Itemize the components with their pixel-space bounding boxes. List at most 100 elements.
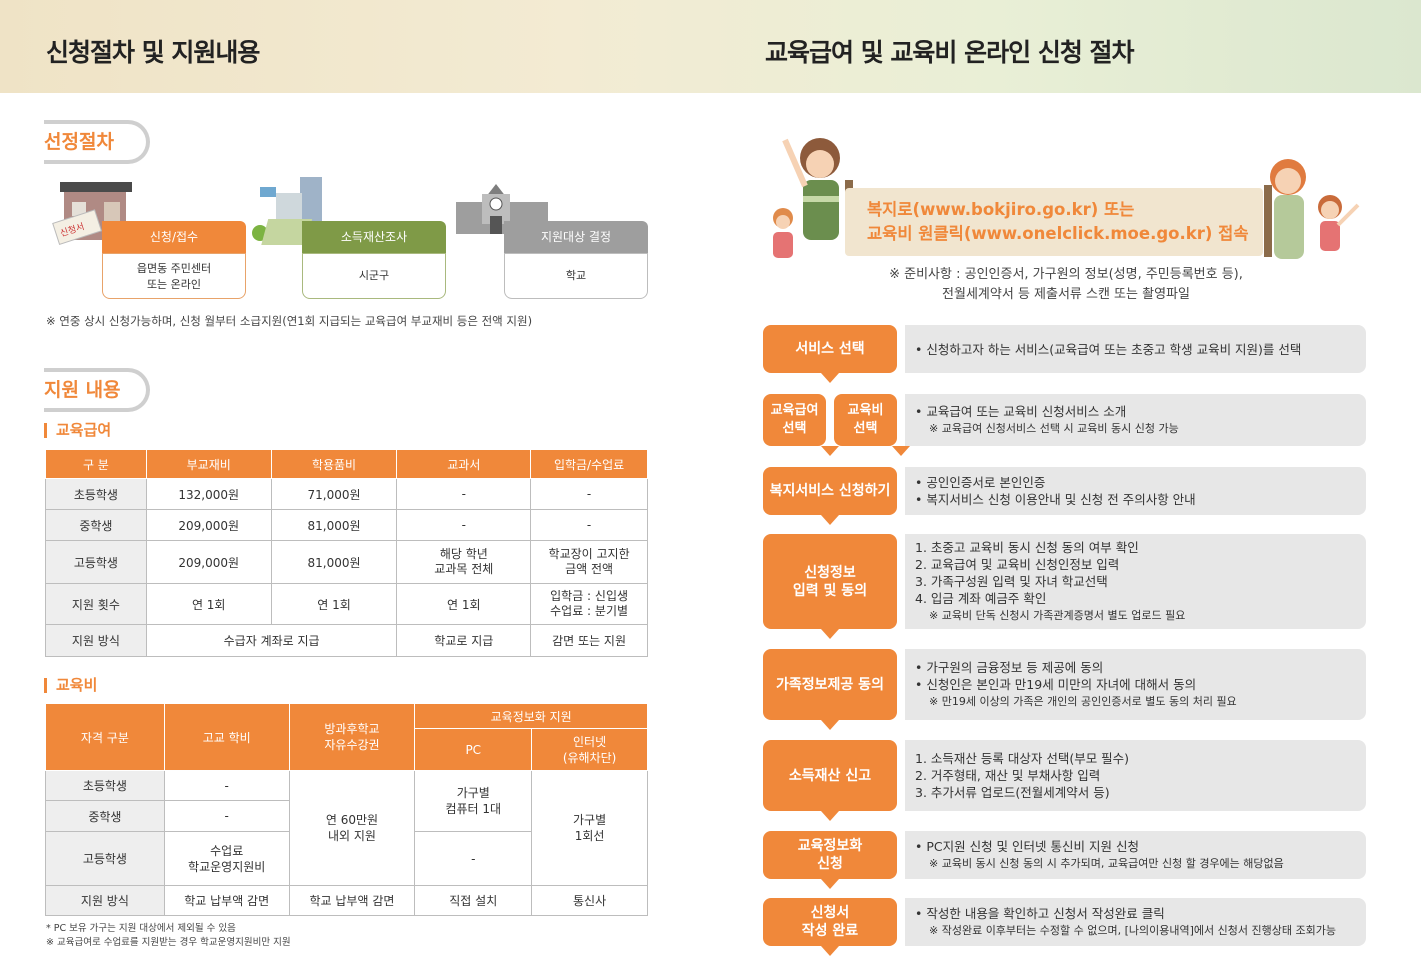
step-service-select: 서비스 선택 bbox=[763, 325, 897, 383]
banner-line1[interactable]: 복지로(www.bokjiro.go.kr) 또는 bbox=[867, 200, 1135, 219]
row-header: 지원 횟수 bbox=[45, 583, 147, 625]
footnote-tuition: ※ 교육급여로 수업료를 지원받는 경우 학교운영지원비만 지원 bbox=[46, 937, 291, 948]
footnote-pc: * PC 보유 가구는 지원 대상에서 제외될 수 있음 bbox=[46, 923, 236, 934]
desc-line: • 작성한 내용을 확인하고 신청서 작성완료 클릭 bbox=[915, 906, 1165, 921]
step-desc-select: • 교육급여 또는 교육비 신청서비스 소개 ※ 교육급여 신청서비스 선택 시… bbox=[905, 394, 1366, 446]
step-info-support-apply: 교육정보화 신청 bbox=[763, 831, 897, 889]
section-support-content: 지원 내용 bbox=[44, 368, 150, 412]
process-decision-text: 학교 bbox=[565, 269, 587, 282]
table-row: 초등학생 132,000원 71,000원 - - bbox=[45, 478, 648, 510]
step-desc-info-input: 1. 초중고 교육비 동시 신청 동의 여부 확인 2. 교육급여 및 교육비 … bbox=[905, 534, 1366, 629]
row-header: 지원 방식 bbox=[45, 624, 147, 657]
cell: 연 1회 bbox=[145, 583, 272, 625]
cell: 81,000원 bbox=[270, 509, 398, 541]
step-desc-service-select: • 신청하고자 하는 서비스(교육급여 또는 초중고 학생 교육비 지원)를 선… bbox=[905, 325, 1366, 373]
right-page-title: 교육급여 및 교육비 온라인 신청 절차 bbox=[765, 38, 1135, 67]
step-income-report: 소득재산 신고 bbox=[763, 740, 897, 821]
table-row: 고등학생 수업료 학교운영지원비 - bbox=[45, 831, 648, 886]
desc-line: 2. 거주형태, 재산 및 부채사항 입력 bbox=[915, 768, 1101, 783]
desc-line: 3. 가족구성원 입력 및 자녀 학교선택 bbox=[915, 574, 1108, 589]
cell: - bbox=[414, 831, 533, 886]
row-header: 중학생 bbox=[45, 509, 147, 541]
section-selection-process: 선정절차 bbox=[44, 120, 150, 164]
col-header: 인터넷 (유해차단) bbox=[531, 728, 648, 771]
desc-note: ※ 교육급여 신청서비스 선택 시 교육비 동시 신청 가능 bbox=[929, 422, 1179, 435]
prep-line2: 전월세계약서 등 제출서류 스캔 또는 촬영파일 bbox=[942, 287, 1190, 302]
desc-line: 2. 교육급여 및 교육비 신청인정보 입력 bbox=[915, 557, 1120, 572]
cell: 가구별 컴퓨터 1대 bbox=[414, 770, 533, 832]
desc-line: • 공인인증서로 본인인증 bbox=[915, 475, 1046, 490]
subheading-edu-benefit: 교육급여 bbox=[44, 423, 111, 438]
cell: 209,000원 bbox=[145, 540, 272, 584]
process-box-decision: 학교 bbox=[504, 253, 648, 299]
desc-line: • 교육급여 또는 교육비 신청서비스 소개 bbox=[915, 404, 1127, 419]
step-family-consent: 가족정보제공 동의 bbox=[763, 649, 897, 730]
desc-note: ※ 작성완료 이후부터는 수정할 수 없으며, [나의이용내역]에서 신청서 진… bbox=[929, 924, 1336, 937]
table-header-row: 구 분 부교재비 학용품비 교과서 입학금/수업료 bbox=[45, 449, 648, 479]
table-row: 중학생 209,000원 81,000원 - - bbox=[45, 509, 648, 541]
process-note: ※ 연중 상시 신청가능하며, 신청 월부터 소급지원(연1회 지급되는 교육급… bbox=[46, 314, 533, 328]
col-header: 구 분 bbox=[45, 449, 147, 479]
row-header: 중학생 bbox=[45, 800, 165, 832]
step-desc-welfare-apply: • 공인인증서로 본인인증 • 복지서비스 신청 이용안내 및 신청 전 주의사… bbox=[905, 467, 1366, 515]
cell: 직접 설치 bbox=[414, 885, 533, 916]
cell: 학교 납부액 감면 bbox=[288, 885, 416, 916]
preparation-note: ※ 준비사항 : 공인인증서, 가구원의 정보(성명, 주민등록번호 등), 전… bbox=[866, 265, 1266, 305]
cell: - bbox=[530, 509, 648, 541]
col-header: 교과서 bbox=[396, 449, 532, 479]
row-header: 고등학생 bbox=[45, 540, 147, 584]
desc-line: • 가구원의 금융정보 등 제공에 동의 bbox=[915, 660, 1104, 675]
prep-line1: ※ 준비사항 : 공인인증서, 가구원의 정보(성명, 주민등록번호 등), bbox=[889, 267, 1243, 282]
banner-line2[interactable]: 교육비 원클릭(www.onelclick.moe.go.kr) 접속 bbox=[867, 224, 1249, 243]
table-row: 지원 횟수 연 1회 연 1회 연 1회 입학금 : 신입생 수업료 : 분기별 bbox=[45, 583, 648, 625]
access-banner: 복지로(www.bokjiro.go.kr) 또는 교육비 원클릭(www.on… bbox=[845, 188, 1263, 256]
cell: 가구별 1회선 bbox=[531, 770, 648, 886]
step-desc-income-report: 1. 소득재산 등록 대상자 선택(부모 필수) 2. 거주형태, 재산 및 부… bbox=[905, 740, 1366, 811]
table-header-row: 자격 구분 고교 학비 방과후학교 자유수강권 교육정보화 지원 bbox=[45, 703, 648, 771]
table-row: 중학생 - bbox=[45, 800, 648, 832]
house-illustration: 신청서 bbox=[52, 182, 132, 246]
desc-line: • 복지서비스 신청 이용안내 및 신청 전 주의사항 안내 bbox=[915, 492, 1196, 507]
desc-note: ※ 교육비 동시 신청 동의 시 추가되며, 교육급여만 신청 할 경우에는 해… bbox=[929, 857, 1284, 870]
table-row: 지원 방식 수급자 계좌로 지급 학교로 지급 감면 또는 지원 bbox=[45, 624, 648, 657]
process-apply-line1: 읍면동 주민센터 bbox=[136, 262, 212, 275]
desc-line: • 신청인은 본인과 만19세 미만의 자녀에 대해서 동의 bbox=[915, 677, 1197, 692]
cell: - bbox=[530, 478, 648, 510]
cell: 연 1회 bbox=[396, 583, 532, 625]
edu-benefit-table: 구 분 부교재비 학용품비 교과서 입학금/수업료 초등학생 132,000원 … bbox=[45, 449, 648, 657]
process-box-income: 시군구 bbox=[302, 253, 446, 299]
edu-expense-table: 자격 구분 고교 학비 방과후학교 자유수강권 교육정보화 지원 PC 인터넷 (유… bbox=[45, 703, 648, 916]
desc-line: 3. 추가서류 업로드(전월세계약서 등) bbox=[915, 785, 1110, 800]
step-desc-family-consent: • 가구원의 금융정보 등 제공에 동의 • 신청인은 본인과 만19세 미만의… bbox=[905, 649, 1366, 720]
step-desc-info-support: • PC지원 신청 및 인터넷 통신비 지원 신청 ※ 교육비 동시 신청 동의… bbox=[905, 831, 1366, 879]
row-header: 고등학생 bbox=[45, 831, 165, 886]
family-right-illustration bbox=[1264, 159, 1360, 259]
table-row: 고등학생 209,000원 81,000원 해당 학년 교과목 전체 학교장이 고… bbox=[45, 540, 648, 584]
process-income-text: 시군구 bbox=[358, 269, 390, 282]
desc-line: 1. 소득재산 등록 대상자 선택(부모 필수) bbox=[915, 751, 1130, 766]
cell: 수업료 학교운영지원비 bbox=[163, 831, 290, 886]
cell: 학교로 지급 bbox=[396, 624, 532, 657]
row-header: 초등학생 bbox=[45, 478, 147, 510]
family-left-illustration bbox=[773, 138, 853, 258]
col-header: 학용품비 bbox=[270, 449, 398, 479]
cell: 수급자 계좌로 지급 bbox=[145, 624, 398, 657]
desc-note: ※ 교육비 단독 신청시 가족관계증명서 별도 업로드 필요 bbox=[929, 609, 1186, 622]
cell: - bbox=[396, 478, 532, 510]
cell: - bbox=[163, 800, 290, 832]
step-info-input: 신청정보 입력 및 동의 bbox=[763, 534, 897, 639]
process-tab-income: 소득재산조사 bbox=[302, 221, 446, 253]
cell: - bbox=[396, 509, 532, 541]
step-application-complete: 신청서 작성 완료 bbox=[763, 898, 897, 956]
col-header: 교육정보화 지원 bbox=[414, 703, 648, 729]
step-desc-complete: • 작성한 내용을 확인하고 신청서 작성완료 클릭 ※ 작성완료 이후부터는 … bbox=[905, 898, 1366, 946]
desc-line: • 신청하고자 하는 서비스(교육급여 또는 초중고 학생 교육비 지원)를 선… bbox=[915, 341, 1302, 357]
desc-line: • PC지원 신청 및 인터넷 통신비 지원 신청 bbox=[915, 839, 1139, 854]
cell: 81,000원 bbox=[270, 540, 398, 584]
cell: - bbox=[163, 770, 290, 801]
col-header: 입학금/수업료 bbox=[530, 449, 648, 479]
row-header: 지원 방식 bbox=[45, 885, 165, 916]
cell: 연 60만원 내외 지원 bbox=[288, 770, 416, 886]
row-header: 초등학생 bbox=[45, 770, 165, 801]
left-page-title: 신청절차 및 지원내용 bbox=[46, 38, 260, 67]
